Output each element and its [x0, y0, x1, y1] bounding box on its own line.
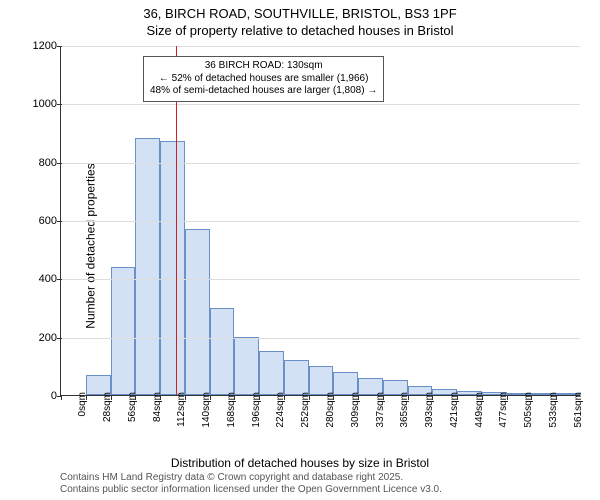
x-tick-mark: [309, 395, 310, 400]
x-tick-mark: [333, 395, 334, 400]
y-tick: 1200: [21, 40, 57, 52]
callout-line: 48% of semi-detached houses are larger (…: [150, 85, 377, 98]
callout-line: ← 52% of detached houses are smaller (1,…: [150, 73, 377, 86]
x-tick-mark: [482, 395, 483, 400]
histogram-bar: [210, 308, 235, 396]
x-tick-mark: [284, 395, 285, 400]
x-tick-mark: [507, 395, 508, 400]
grid-line: [61, 338, 580, 339]
x-tick-mark: [86, 395, 87, 400]
histogram-bar: [160, 141, 185, 395]
grid-line: [61, 221, 580, 222]
y-tick: 200: [21, 332, 57, 344]
chart-title: 36, BIRCH ROAD, SOUTHVILLE, BRISTOL, BS3…: [0, 0, 600, 40]
footer-line-1: Contains HM Land Registry data © Crown c…: [60, 472, 442, 484]
x-tick-mark: [135, 395, 136, 400]
x-tick-mark: [383, 395, 384, 400]
callout-line: 36 BIRCH ROAD: 130sqm: [150, 60, 377, 73]
x-tick-mark: [531, 395, 532, 400]
x-tick-mark: [556, 395, 557, 400]
grid-line: [61, 104, 580, 105]
x-tick-mark: [61, 395, 62, 400]
y-tick: 0: [21, 390, 57, 402]
x-tick-mark: [432, 395, 433, 400]
histogram-bar: [135, 138, 160, 395]
y-tick: 400: [21, 273, 57, 285]
chart-area: Number of detached properties 0200400600…: [0, 40, 600, 452]
title-line-1: 36, BIRCH ROAD, SOUTHVILLE, BRISTOL, BS3…: [0, 6, 600, 23]
histogram-bar: [185, 229, 210, 395]
x-tick-mark: [210, 395, 211, 400]
histogram-bar: [111, 267, 136, 395]
histogram-bar: [284, 360, 309, 395]
x-tick-mark: [185, 395, 186, 400]
x-tick-label: 561sqm: [573, 392, 584, 428]
title-line-2: Size of property relative to detached ho…: [0, 23, 600, 40]
grid-line: [61, 163, 580, 164]
attribution-footer: Contains HM Land Registry data © Crown c…: [60, 472, 442, 496]
y-tick: 1000: [21, 98, 57, 110]
x-tick-mark: [111, 395, 112, 400]
plot-region: 0200400600800100012000sqm28sqm56sqm84sqm…: [60, 46, 580, 396]
x-tick-mark: [408, 395, 409, 400]
y-tick: 800: [21, 157, 57, 169]
x-tick-mark: [160, 395, 161, 400]
footer-line-2: Contains public sector information licen…: [60, 484, 442, 496]
x-axis-label: Distribution of detached houses by size …: [0, 456, 600, 470]
grid-line: [61, 46, 580, 47]
histogram-bar: [234, 337, 259, 395]
y-tick: 600: [21, 215, 57, 227]
callout-box: 36 BIRCH ROAD: 130sqm← 52% of detached h…: [143, 56, 384, 102]
x-tick-mark: [457, 395, 458, 400]
x-tick-mark: [358, 395, 359, 400]
grid-line: [61, 279, 580, 280]
x-tick-mark: [234, 395, 235, 400]
x-tick-mark: [259, 395, 260, 400]
histogram-bar: [259, 351, 284, 395]
histogram-bar: [309, 366, 334, 395]
